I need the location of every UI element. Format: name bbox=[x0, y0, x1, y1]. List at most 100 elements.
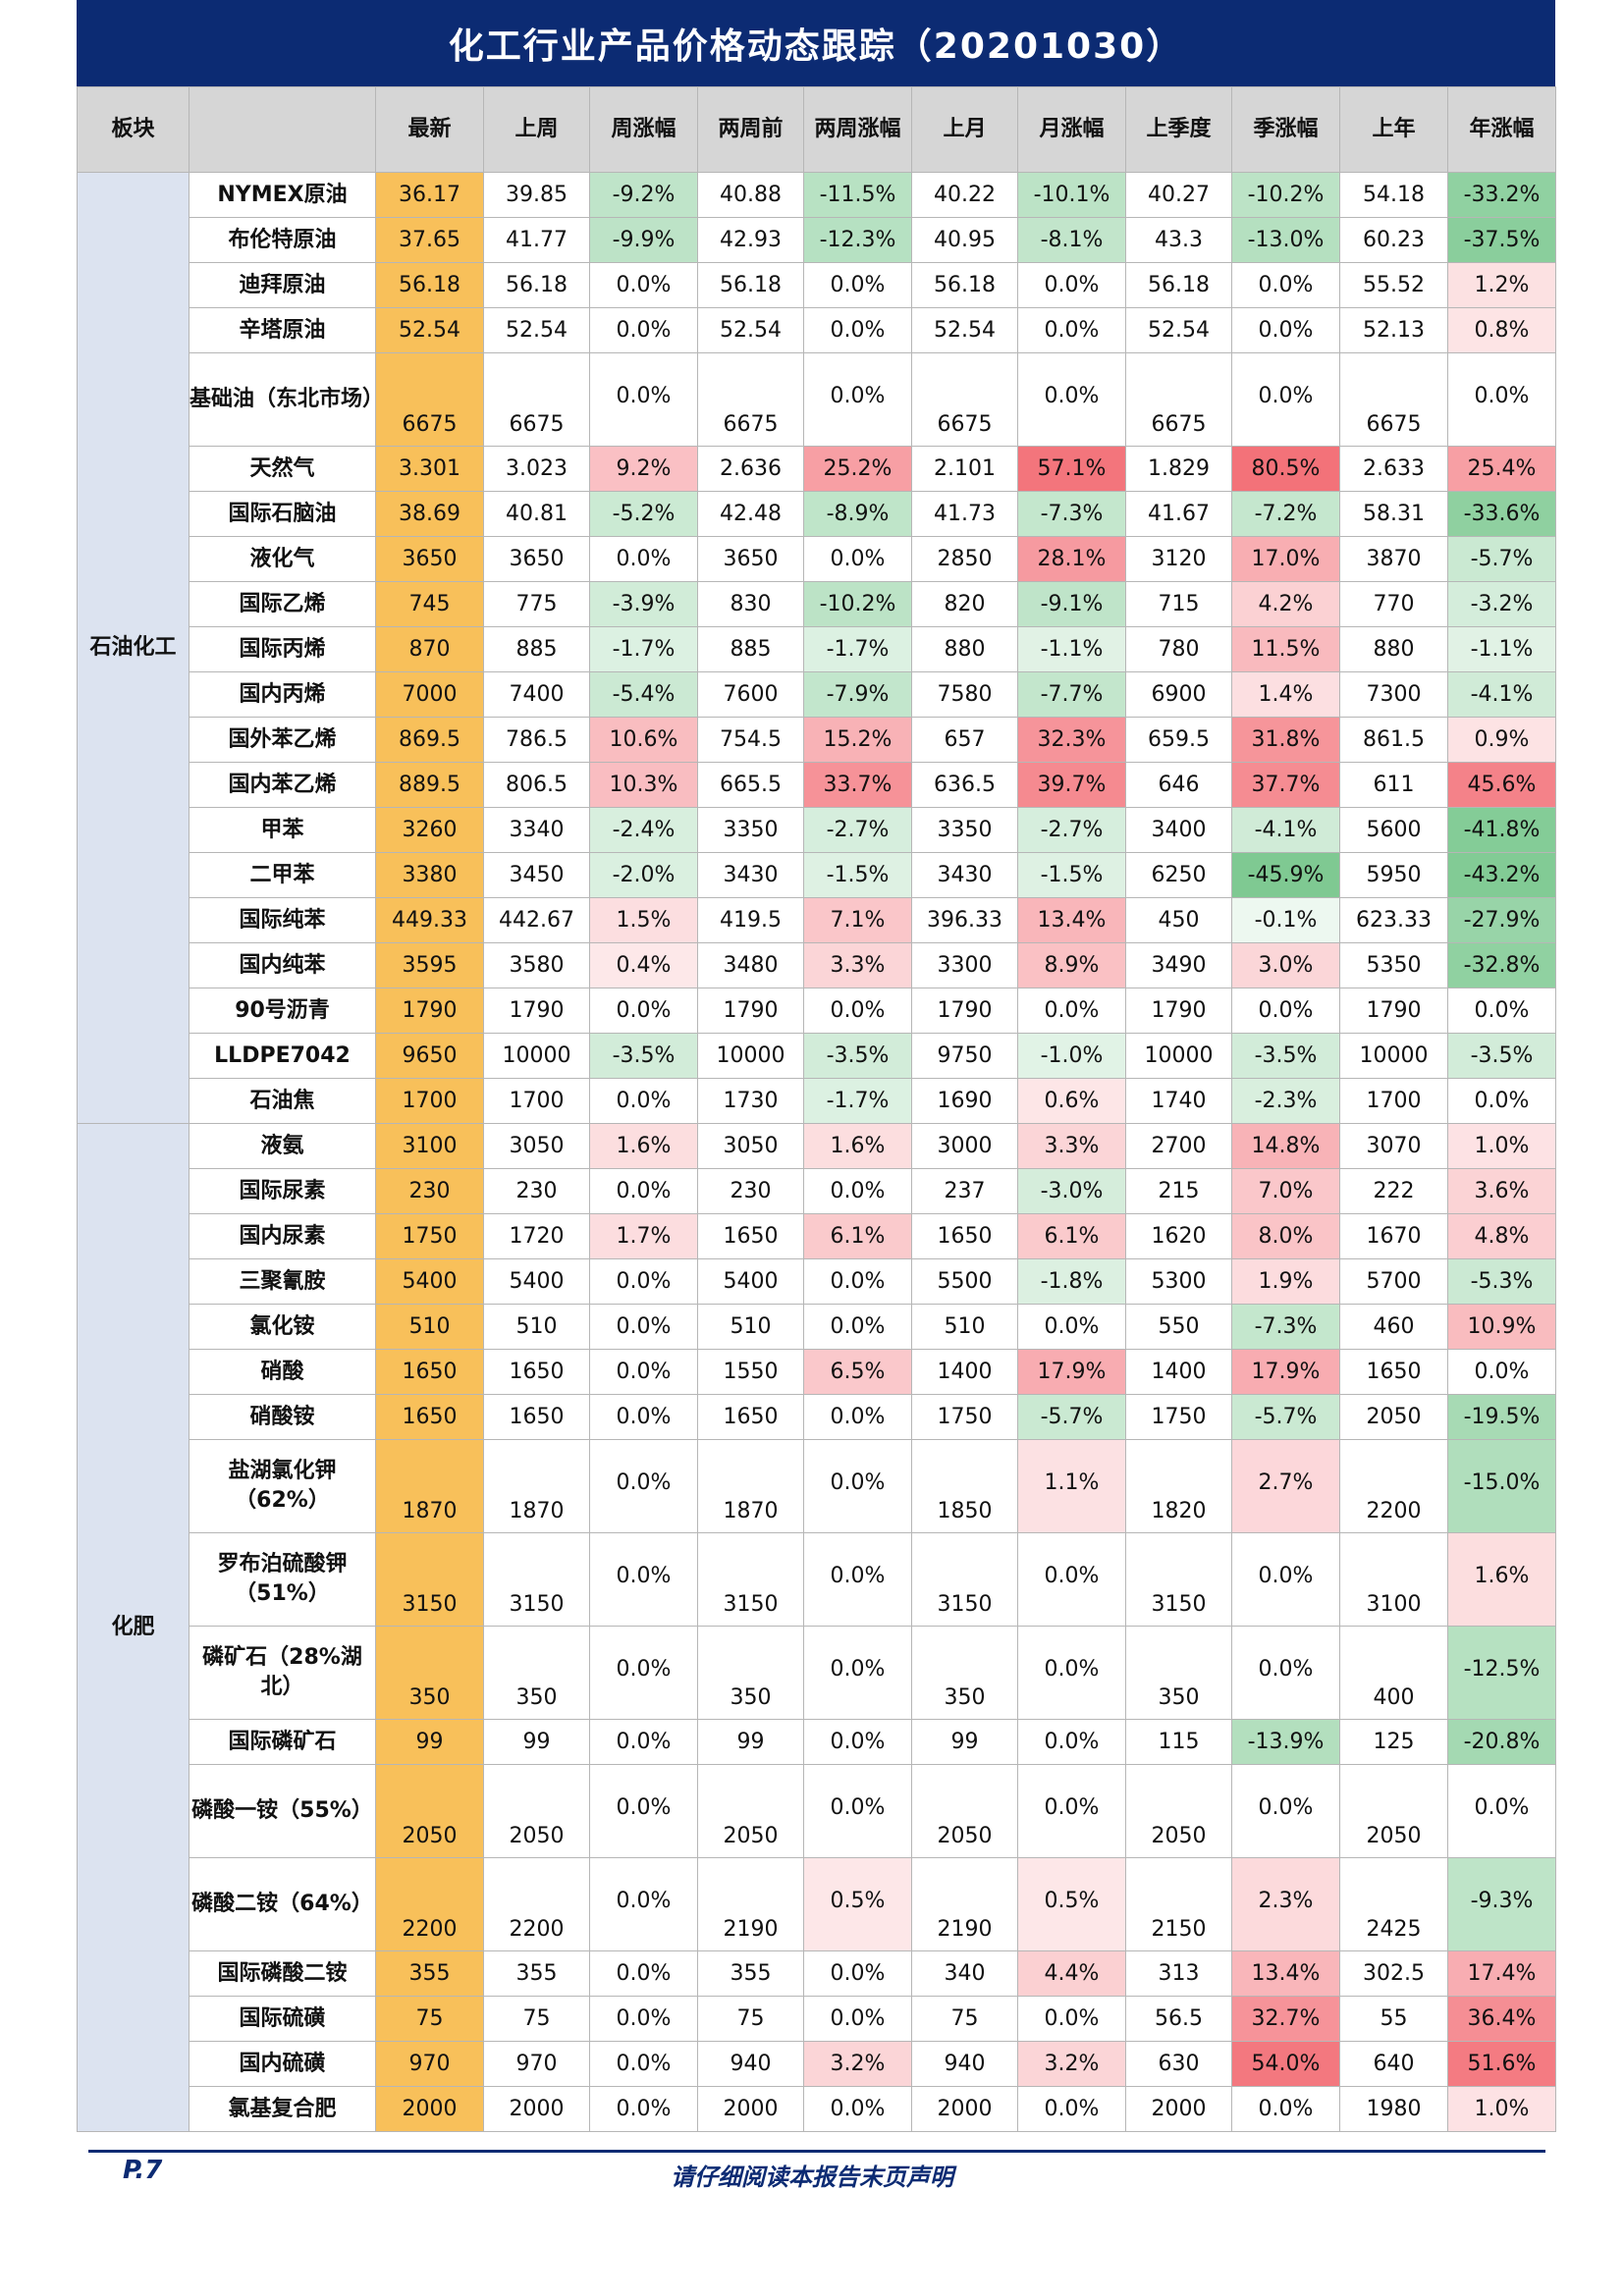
price-value: 1720 bbox=[483, 1213, 590, 1259]
product-name: 国际硫磺 bbox=[189, 1996, 376, 2042]
change-percent: 1.0% bbox=[1447, 2086, 1556, 2132]
price-value: 2050 bbox=[1339, 1764, 1448, 1858]
price-value: 313 bbox=[1125, 1950, 1232, 1997]
table-row: 国际纯苯 449.33 442.67 1.5% 419.5 7.1% 396.33 13.4%… bbox=[78, 897, 1556, 943]
product-name: 国际磷酸二铵 bbox=[189, 1950, 376, 1997]
change-percent: -45.9% bbox=[1231, 852, 1340, 898]
price-value: 55.52 bbox=[1339, 262, 1448, 308]
price-value: 775 bbox=[483, 581, 590, 627]
table-row: 国际尿素 230 230 0.0% 230 0.0% 237 -3.0% 215 7.0% 222 3… bbox=[78, 1168, 1556, 1214]
change-percent: 54.0% bbox=[1231, 2041, 1340, 2087]
price-value: 5350 bbox=[1339, 942, 1448, 988]
price-value: 237 bbox=[911, 1168, 1018, 1214]
price-value: 885 bbox=[697, 626, 804, 672]
price-value: 3120 bbox=[1125, 536, 1232, 582]
price-value: 1700 bbox=[483, 1078, 590, 1124]
change-percent: -3.5% bbox=[1231, 1033, 1340, 1079]
price-value: 5950 bbox=[1339, 852, 1448, 898]
change-percent: 17.9% bbox=[1017, 1349, 1126, 1395]
price-value: 5400 bbox=[483, 1258, 590, 1305]
product-name: 罗布泊硫酸钾（51%） bbox=[189, 1532, 376, 1627]
price-value: 806.5 bbox=[483, 762, 590, 808]
price-value: 40.22 bbox=[911, 172, 1018, 218]
table-row: 盐湖氯化钾（62%） 1870 1870 0.0% 1870 0.0% 1850 1.1% 18… bbox=[78, 1439, 1556, 1533]
latest-price: 510 bbox=[375, 1304, 484, 1350]
table-row: 迪拜原油 56.18 56.18 0.0% 56.18 0.0% 56.18 0.0% 56.1… bbox=[78, 262, 1556, 308]
change-percent: 6.5% bbox=[803, 1349, 912, 1395]
price-value: 1550 bbox=[697, 1349, 804, 1395]
change-percent: 17.0% bbox=[1231, 536, 1340, 582]
price-value: 52.54 bbox=[911, 307, 1018, 353]
table-row: 液化气 3650 3650 0.0% 3650 0.0% 2850 28.1% 3120 17.0… bbox=[78, 536, 1556, 582]
price-value: 640 bbox=[1339, 2041, 1448, 2087]
price-value: 2425 bbox=[1339, 1857, 1448, 1951]
price-value: 7600 bbox=[697, 671, 804, 718]
latest-price: 1650 bbox=[375, 1349, 484, 1395]
latest-price: 3.301 bbox=[375, 446, 484, 492]
change-percent: 28.1% bbox=[1017, 536, 1126, 582]
price-value: 1730 bbox=[697, 1078, 804, 1124]
change-percent: 0.6% bbox=[1017, 1078, 1126, 1124]
price-value: 611 bbox=[1339, 762, 1448, 808]
table-row: 磷酸二铵（64%） 2200 2200 0.0% 2190 0.5% 2190 0.5% 215… bbox=[78, 1857, 1556, 1951]
product-name: 液氨 bbox=[189, 1123, 376, 1169]
change-percent: 7.1% bbox=[803, 897, 912, 943]
change-percent: 0.0% bbox=[803, 1258, 912, 1305]
change-percent: 0.0% bbox=[1017, 1304, 1126, 1350]
change-percent: 1.0% bbox=[1447, 1123, 1556, 1169]
latest-price: 1790 bbox=[375, 988, 484, 1034]
latest-price: 869.5 bbox=[375, 717, 484, 763]
price-value: 3150 bbox=[697, 1532, 804, 1627]
column-header: 上月 bbox=[911, 86, 1018, 173]
change-percent: 4.2% bbox=[1231, 581, 1340, 627]
column-header: 周涨幅 bbox=[589, 86, 698, 173]
table-row: 氯化铵 510 510 0.0% 510 0.0% 510 0.0% 550 -7.3% 460 10… bbox=[78, 1304, 1556, 1350]
latest-price: 1750 bbox=[375, 1213, 484, 1259]
price-value: 630 bbox=[1125, 2041, 1232, 2087]
change-percent: 13.4% bbox=[1017, 897, 1126, 943]
latest-price: 449.33 bbox=[375, 897, 484, 943]
change-percent: 3.6% bbox=[1447, 1168, 1556, 1214]
price-value: 665.5 bbox=[697, 762, 804, 808]
product-name: 磷酸一铵（55%） bbox=[189, 1764, 376, 1858]
latest-price: 9650 bbox=[375, 1033, 484, 1079]
change-percent: 1.1% bbox=[1017, 1439, 1126, 1533]
price-value: 2200 bbox=[483, 1857, 590, 1951]
latest-price: 37.65 bbox=[375, 217, 484, 263]
change-percent: 6.1% bbox=[803, 1213, 912, 1259]
latest-price: 1870 bbox=[375, 1439, 484, 1533]
latest-price: 3100 bbox=[375, 1123, 484, 1169]
change-percent: -5.7% bbox=[1447, 536, 1556, 582]
table-row: 国内硫磺 970 970 0.0% 940 3.2% 940 3.2% 630 54.0% 640 5… bbox=[78, 2041, 1556, 2087]
change-percent: 80.5% bbox=[1231, 446, 1340, 492]
price-value: 636.5 bbox=[911, 762, 1018, 808]
change-percent: 0.0% bbox=[803, 1764, 912, 1858]
latest-price: 2050 bbox=[375, 1764, 484, 1858]
price-value: 3300 bbox=[911, 942, 1018, 988]
change-percent: -1.8% bbox=[1017, 1258, 1126, 1305]
change-percent: 0.0% bbox=[1447, 1349, 1556, 1395]
table-row: 国际石脑油 38.69 40.81 -5.2% 42.48 -8.9% 41.73 -7.3%… bbox=[78, 491, 1556, 537]
price-value: 3430 bbox=[697, 852, 804, 898]
product-name: 硝酸铵 bbox=[189, 1394, 376, 1440]
price-value: 460 bbox=[1339, 1304, 1448, 1350]
change-percent: 31.8% bbox=[1231, 717, 1340, 763]
price-value: 2050 bbox=[483, 1764, 590, 1858]
change-percent: 17.4% bbox=[1447, 1950, 1556, 1997]
change-percent: 0.0% bbox=[803, 988, 912, 1034]
price-value: 3480 bbox=[697, 942, 804, 988]
price-value: 940 bbox=[911, 2041, 1018, 2087]
product-name: 国际丙烯 bbox=[189, 626, 376, 672]
change-percent: 0.0% bbox=[1017, 1764, 1126, 1858]
price-value: 10000 bbox=[483, 1033, 590, 1079]
price-value: 3340 bbox=[483, 807, 590, 853]
price-value: 41.67 bbox=[1125, 491, 1232, 537]
price-value: 442.67 bbox=[483, 897, 590, 943]
price-value: 1650 bbox=[483, 1349, 590, 1395]
change-percent: 1.6% bbox=[1447, 1532, 1556, 1627]
price-value: 115 bbox=[1125, 1719, 1232, 1765]
change-percent: 0.0% bbox=[589, 307, 698, 353]
column-header: 板块 bbox=[77, 86, 189, 173]
column-header bbox=[189, 86, 376, 173]
change-percent: -2.7% bbox=[1017, 807, 1126, 853]
